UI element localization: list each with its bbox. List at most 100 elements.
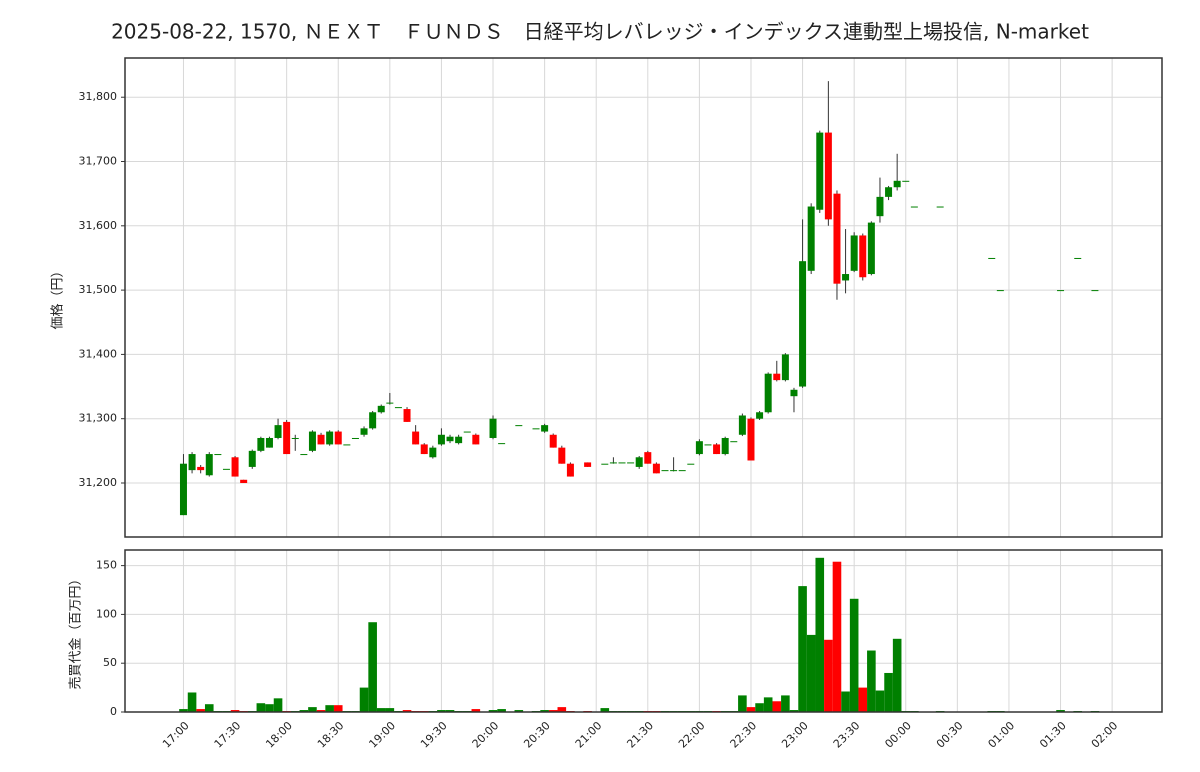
x-tick-label: 23:00 bbox=[779, 719, 811, 751]
candle-body bbox=[308, 431, 316, 451]
volume-bar bbox=[548, 710, 558, 712]
candle-body bbox=[936, 206, 944, 208]
volume-bar bbox=[867, 650, 876, 712]
candle-body bbox=[876, 196, 884, 217]
candle-body bbox=[197, 466, 205, 471]
candle-body bbox=[549, 434, 557, 448]
x-tick-label: 22:30 bbox=[728, 719, 760, 751]
chart-title: 2025-08-22, 1570, ＮＥＸＴ ＦＵＮＤＳ 日経平均レバレッジ・イ… bbox=[111, 20, 1089, 44]
candle-body bbox=[609, 462, 617, 464]
x-tick-label: 00:30 bbox=[934, 719, 966, 751]
volume-bar bbox=[824, 639, 833, 712]
candle-body bbox=[764, 373, 772, 413]
x-tick-label: 19:00 bbox=[366, 719, 398, 751]
candle-body bbox=[816, 132, 824, 210]
candle-body bbox=[386, 402, 394, 404]
candle-body bbox=[317, 434, 325, 445]
y-tick-label: 31,300 bbox=[79, 412, 118, 425]
y2-tick-label: 50 bbox=[103, 656, 117, 669]
candle-body bbox=[231, 457, 239, 477]
volume-bar bbox=[875, 690, 885, 712]
volume-bar bbox=[179, 709, 188, 712]
candle-body bbox=[652, 463, 660, 474]
volume-bar bbox=[514, 710, 524, 712]
candle-body bbox=[455, 436, 463, 444]
candle-body bbox=[781, 354, 789, 381]
volume-bar bbox=[445, 710, 455, 712]
candle-body bbox=[558, 447, 566, 464]
candle-body bbox=[790, 389, 798, 397]
volume-bar bbox=[858, 687, 868, 712]
volume-bar bbox=[815, 557, 825, 712]
volume-bar bbox=[196, 709, 205, 712]
candle-body bbox=[850, 235, 858, 271]
candle-body bbox=[300, 454, 308, 456]
volume-bar bbox=[325, 705, 334, 712]
volume-bar bbox=[256, 703, 266, 712]
volume-bar bbox=[385, 708, 395, 712]
candle-body bbox=[730, 441, 738, 443]
volume-bar bbox=[772, 701, 782, 712]
volume-bar bbox=[316, 710, 326, 712]
candle-body bbox=[584, 462, 592, 467]
candle-body bbox=[343, 444, 351, 446]
volume-bar bbox=[230, 710, 240, 712]
y2-tick-label: 150 bbox=[96, 559, 117, 572]
candle-body bbox=[747, 418, 755, 461]
candle-body bbox=[240, 479, 248, 483]
candle-body bbox=[179, 463, 187, 516]
candle-body bbox=[721, 437, 729, 455]
candle-body bbox=[833, 193, 841, 284]
candle-body bbox=[265, 437, 273, 448]
y-tick-label: 31,600 bbox=[79, 219, 118, 232]
candle-body bbox=[627, 462, 635, 464]
y-axis-title: 価格（円） bbox=[50, 264, 66, 329]
volume-bar bbox=[600, 708, 610, 712]
candle-body bbox=[773, 373, 781, 381]
price-frame bbox=[124, 57, 1163, 538]
candle-body bbox=[687, 463, 695, 465]
candle-body bbox=[635, 457, 643, 467]
x-tick-label: 18:00 bbox=[263, 719, 295, 751]
x-tick-label: 01:30 bbox=[1037, 719, 1069, 751]
volume-bar bbox=[755, 703, 764, 712]
volume-bar bbox=[187, 692, 197, 712]
volume-bar bbox=[308, 707, 317, 712]
candle-body bbox=[541, 425, 549, 432]
candle-body bbox=[222, 468, 230, 470]
volume-bar bbox=[798, 586, 807, 712]
candle-body bbox=[429, 447, 437, 458]
candle-body bbox=[893, 180, 901, 188]
y-tick-label: 31,200 bbox=[79, 476, 118, 489]
y-tick-label: 31,400 bbox=[79, 347, 118, 360]
candle-body bbox=[489, 418, 497, 438]
candle-body bbox=[532, 428, 540, 430]
candle-body bbox=[601, 463, 609, 465]
candle-body bbox=[274, 425, 282, 438]
x-tick-label: 23:30 bbox=[831, 719, 863, 751]
volume-bar bbox=[359, 687, 369, 712]
plot-layer: 17:00 17:30 18:00 18:30 19:00 19:30 20:00 20:30… bbox=[79, 58, 1162, 751]
volume-bar bbox=[368, 622, 377, 712]
volume-bar bbox=[789, 710, 799, 712]
candle-body bbox=[472, 434, 480, 445]
candle-body bbox=[885, 187, 893, 197]
candle-body bbox=[996, 290, 1004, 292]
candle-body bbox=[377, 405, 385, 413]
candle-body bbox=[351, 437, 359, 439]
candle-body bbox=[713, 444, 721, 455]
volume-bar bbox=[497, 709, 506, 712]
volume-bar bbox=[806, 634, 816, 712]
candle-body bbox=[188, 454, 196, 471]
volume-bar bbox=[299, 710, 309, 712]
volume-bar bbox=[557, 707, 567, 712]
volume-bar bbox=[738, 695, 747, 712]
volume-bar bbox=[841, 691, 850, 712]
x-tick-label: 02:00 bbox=[1089, 719, 1121, 751]
candle-body bbox=[412, 431, 420, 445]
y-tick-label: 31,800 bbox=[79, 90, 118, 103]
y-tick-label: 31,500 bbox=[79, 283, 118, 296]
candle-body bbox=[661, 470, 669, 472]
volume-bar bbox=[376, 708, 386, 712]
